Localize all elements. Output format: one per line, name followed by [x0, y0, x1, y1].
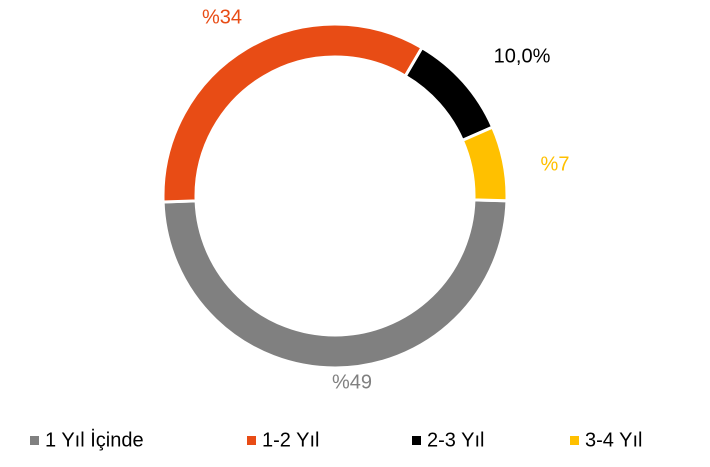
legend-swatch: [247, 436, 256, 445]
data-label: %34: [202, 6, 242, 28]
legend-swatch: [30, 436, 39, 445]
legend-label: 2-3 Yıl: [427, 429, 484, 451]
data-label: 10,0%: [494, 45, 551, 67]
donut-slice: [403, 45, 495, 143]
legend-label: 1 Yıl İçinde: [45, 428, 144, 451]
donut-slice: [460, 125, 509, 203]
legend-swatch: [412, 436, 421, 445]
donut-slice: [161, 22, 425, 204]
data-label: %49: [332, 371, 372, 393]
donut-slice: [161, 198, 509, 370]
data-label: %7: [541, 153, 570, 175]
legend-label: 1-2 Yıl: [262, 429, 319, 451]
legend-swatch: [570, 436, 579, 445]
legend-label: 3-4 Yıl: [585, 429, 642, 451]
